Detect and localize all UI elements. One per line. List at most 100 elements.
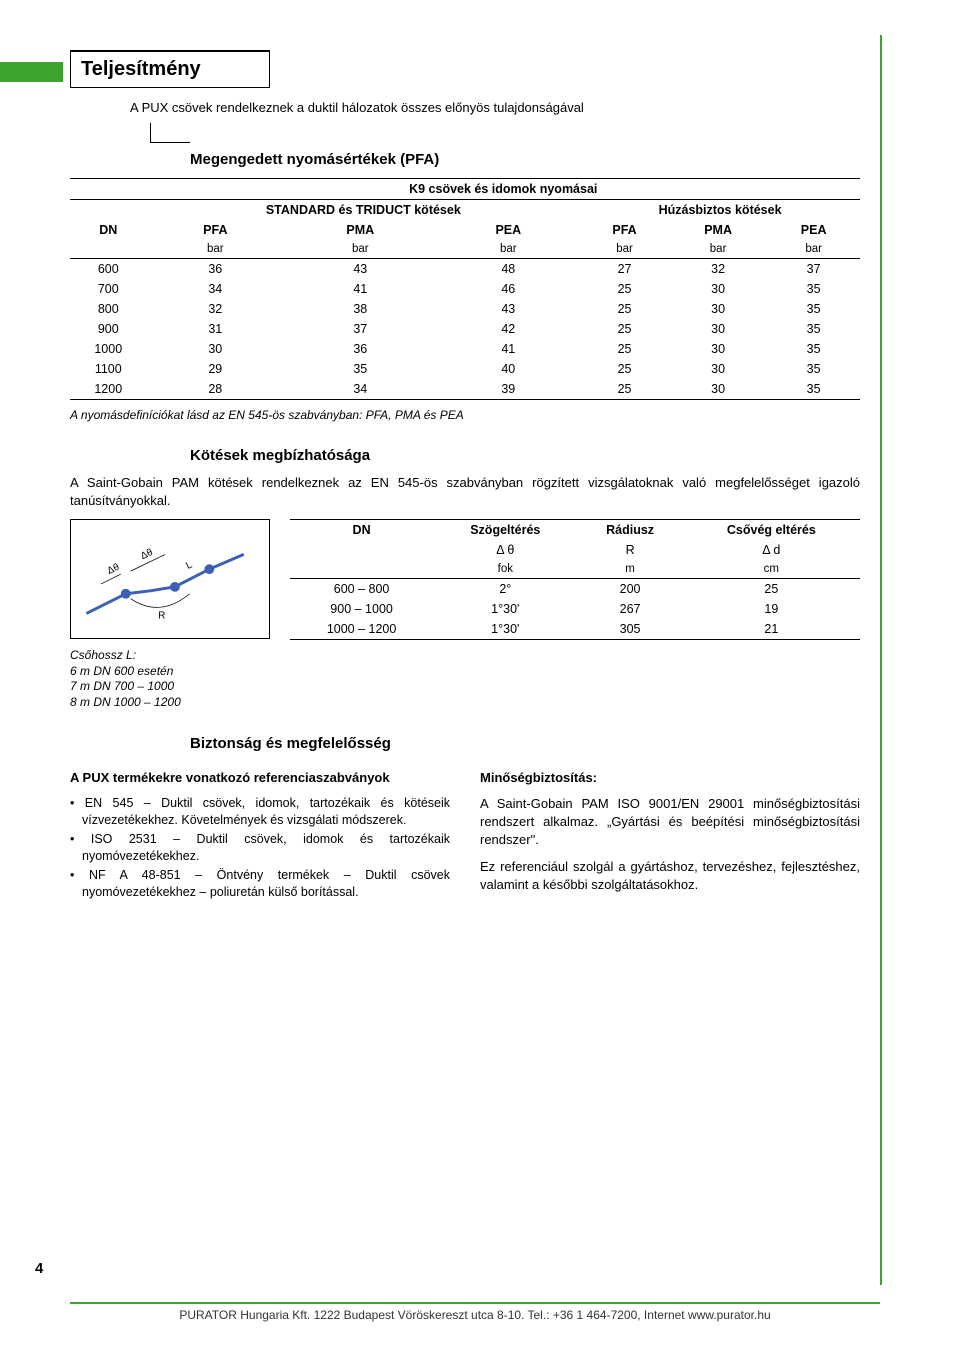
table-cell: 35	[284, 359, 436, 379]
table-cell: 37	[284, 319, 436, 339]
table-header-cell: PMA	[669, 220, 767, 240]
table1-units: barbarbarbarbarbar	[70, 240, 860, 259]
table-cell: 38	[284, 299, 436, 319]
table-cell: 37	[767, 259, 860, 280]
table-cell: 35	[767, 319, 860, 339]
table-cell: 2°	[433, 579, 577, 600]
svg-text:L: L	[184, 559, 194, 572]
accent-bar	[0, 62, 63, 82]
section-title: Teljesítmény	[81, 58, 201, 80]
table-cell: 1000 – 1200	[290, 619, 433, 640]
table-cell: 1°30'	[433, 619, 577, 640]
table-cell: 1200	[70, 379, 147, 400]
legend-line: Csőhossz L:	[70, 648, 860, 664]
intro-text: A PUX csövek rendelkeznek a duktil háloz…	[130, 100, 860, 115]
table-cell: 43	[437, 299, 581, 319]
right-col-title: Minőségbiztosítás:	[480, 770, 860, 785]
table1-super-header: K9 csövek és idomok nyomásai	[147, 179, 860, 200]
table-header-cell: bar	[437, 240, 581, 259]
table1-col-head: DNPFAPMAPEAPFAPMAPEA	[70, 220, 860, 240]
legend: Csőhossz L: 6 m DN 600 esetén 7 m DN 700…	[70, 648, 860, 710]
table-header-cell: R	[577, 540, 682, 560]
table-cell: 46	[437, 279, 581, 299]
table-cell: 35	[767, 379, 860, 400]
svg-text:Δθ: Δθ	[106, 562, 122, 577]
table-header-cell: bar	[284, 240, 436, 259]
table-header-cell: PFA	[580, 220, 669, 240]
table-cell: 600 – 800	[290, 579, 433, 600]
left-column: A PUX termékekre vonatkozó referenciasza…	[70, 770, 450, 903]
table-cell: 30	[147, 339, 285, 359]
angle-table: DNSzögeltérésRádiuszCsővég eltérés Δ θRΔ…	[290, 519, 860, 640]
table-header-cell	[290, 560, 433, 579]
table-cell: 34	[284, 379, 436, 400]
table-row: 1000303641253035	[70, 339, 860, 359]
list-item: NF A 48-851 – Öntvény termékek – Duktil …	[70, 867, 450, 901]
table-cell: 200	[577, 579, 682, 600]
page-content: Teljesítmény A PUX csövek rendelkeznek a…	[70, 50, 860, 903]
angle-diagram: Δθ Δθ L R	[70, 519, 270, 639]
table-cell: 25	[580, 359, 669, 379]
table-header-cell: PEA	[437, 220, 581, 240]
table-row: 800323843253035	[70, 299, 860, 319]
qa-para-2: Ez referenciául szolgál a gyártáshoz, te…	[480, 858, 860, 893]
table-row: 1100293540253035	[70, 359, 860, 379]
table-cell: 27	[580, 259, 669, 280]
table-header-cell: Szögeltérés	[433, 520, 577, 541]
table-header-cell	[70, 240, 147, 259]
table-row: 1000 – 12001°30'30521	[290, 619, 860, 640]
reference-standards-list: EN 545 – Duktil csövek, idomok, tartozék…	[70, 795, 450, 900]
table-cell: 900 – 1000	[290, 599, 433, 619]
connector-line	[150, 123, 190, 143]
table-cell: 600	[70, 259, 147, 280]
table-cell: 36	[147, 259, 285, 280]
table-cell: 30	[669, 279, 767, 299]
table1-body: 6003643482732377003441462530358003238432…	[70, 259, 860, 400]
table-cell: 1°30'	[433, 599, 577, 619]
table1-footnote: A nyomásdefiníciókat lásd az EN 545-ös s…	[70, 408, 860, 422]
table-cell: 30	[669, 379, 767, 400]
table-cell: 48	[437, 259, 581, 280]
page-number: 4	[35, 1260, 43, 1277]
table-header-cell: PFA	[147, 220, 285, 240]
table-cell: 25	[580, 379, 669, 400]
table-cell: 31	[147, 319, 285, 339]
table-cell: 30	[669, 319, 767, 339]
table-cell: 30	[669, 299, 767, 319]
pressure-table: K9 csövek és idomok nyomásai STANDARD és…	[70, 178, 860, 400]
table-cell: 41	[437, 339, 581, 359]
section-title-box: Teljesítmény	[70, 50, 270, 88]
qa-para-1: A Saint-Gobain PAM ISO 9001/EN 29001 min…	[480, 795, 860, 848]
table-cell: 25	[580, 299, 669, 319]
angle-table-body: 600 – 8002°20025900 – 10001°30'267191000…	[290, 579, 860, 640]
table-header-cell: fok	[433, 560, 577, 579]
table-header-cell: DN	[70, 220, 147, 240]
left-col-title: A PUX termékekre vonatkozó referenciasza…	[70, 770, 450, 785]
table-cell: 36	[284, 339, 436, 359]
angle-table-head: DNSzögeltérésRádiuszCsővég eltérés	[290, 520, 860, 541]
table-cell: 29	[147, 359, 285, 379]
table-header-cell: m	[577, 560, 682, 579]
table-cell: 32	[147, 299, 285, 319]
table-cell: 43	[284, 259, 436, 280]
table-cell: 30	[669, 359, 767, 379]
table-row: 900 – 10001°30'26719	[290, 599, 860, 619]
table-header-cell: Rádiusz	[577, 520, 682, 541]
table-header-cell: PMA	[284, 220, 436, 240]
subheading-2: Kötések megbízhatósága	[190, 447, 860, 464]
accent-side-line	[880, 35, 882, 1285]
table-header-cell: Csővég eltérés	[683, 520, 860, 541]
table-cell: 35	[767, 359, 860, 379]
table-cell: 25	[580, 319, 669, 339]
table-cell: 39	[437, 379, 581, 400]
table1-group-left: STANDARD és TRIDUCT kötések	[147, 200, 581, 221]
table-cell: 800	[70, 299, 147, 319]
table-cell: 25	[580, 279, 669, 299]
subheading-1: Megengedett nyomásértékek (PFA)	[190, 151, 860, 168]
table-cell: 900	[70, 319, 147, 339]
table-cell: 41	[284, 279, 436, 299]
angle-table-subhead: Δ θRΔ d	[290, 540, 860, 560]
subheading-3: Biztonság és megfelelősség	[190, 735, 860, 752]
table-cell: 19	[683, 599, 860, 619]
table-header-cell	[290, 540, 433, 560]
